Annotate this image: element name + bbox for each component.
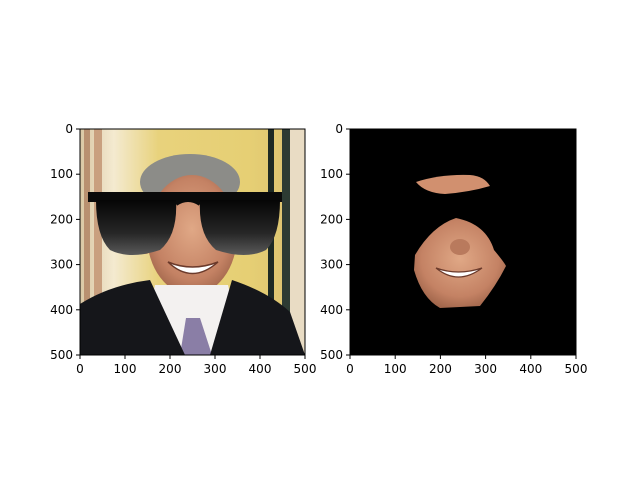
y-tick-label: 300 xyxy=(50,258,73,272)
x-tick-label: 400 xyxy=(249,362,272,376)
x-tick-label: 400 xyxy=(519,362,542,376)
y-tick-label: 0 xyxy=(335,122,343,136)
right-axes-frame xyxy=(349,128,577,356)
right-mask-panel xyxy=(349,128,577,356)
y-tick-label: 100 xyxy=(50,167,73,181)
x-tick-label: 500 xyxy=(294,362,317,376)
y-tick-label: 200 xyxy=(320,212,343,226)
x-tick-label: 0 xyxy=(346,362,354,376)
x-tick-label: 100 xyxy=(114,362,137,376)
y-tick-label: 300 xyxy=(320,258,343,272)
x-tick-label: 500 xyxy=(565,362,588,376)
y-tick-label: 0 xyxy=(65,122,73,136)
y-tick-label: 200 xyxy=(50,212,73,226)
x-tick-label: 300 xyxy=(204,362,227,376)
left-photo-panel xyxy=(79,128,306,356)
mask-image xyxy=(350,129,576,355)
y-tick-label: 500 xyxy=(50,348,73,362)
x-tick-label: 200 xyxy=(429,362,452,376)
y-tick-label: 500 xyxy=(320,348,343,362)
y-tick-label: 100 xyxy=(320,167,343,181)
x-tick-label: 0 xyxy=(76,362,84,376)
y-tick-label: 400 xyxy=(320,303,343,317)
photo-image xyxy=(80,129,305,355)
x-tick-label: 200 xyxy=(159,362,182,376)
x-tick-label: 300 xyxy=(474,362,497,376)
left-axes-frame xyxy=(79,128,306,356)
x-tick-label: 100 xyxy=(384,362,407,376)
y-tick-label: 400 xyxy=(50,303,73,317)
